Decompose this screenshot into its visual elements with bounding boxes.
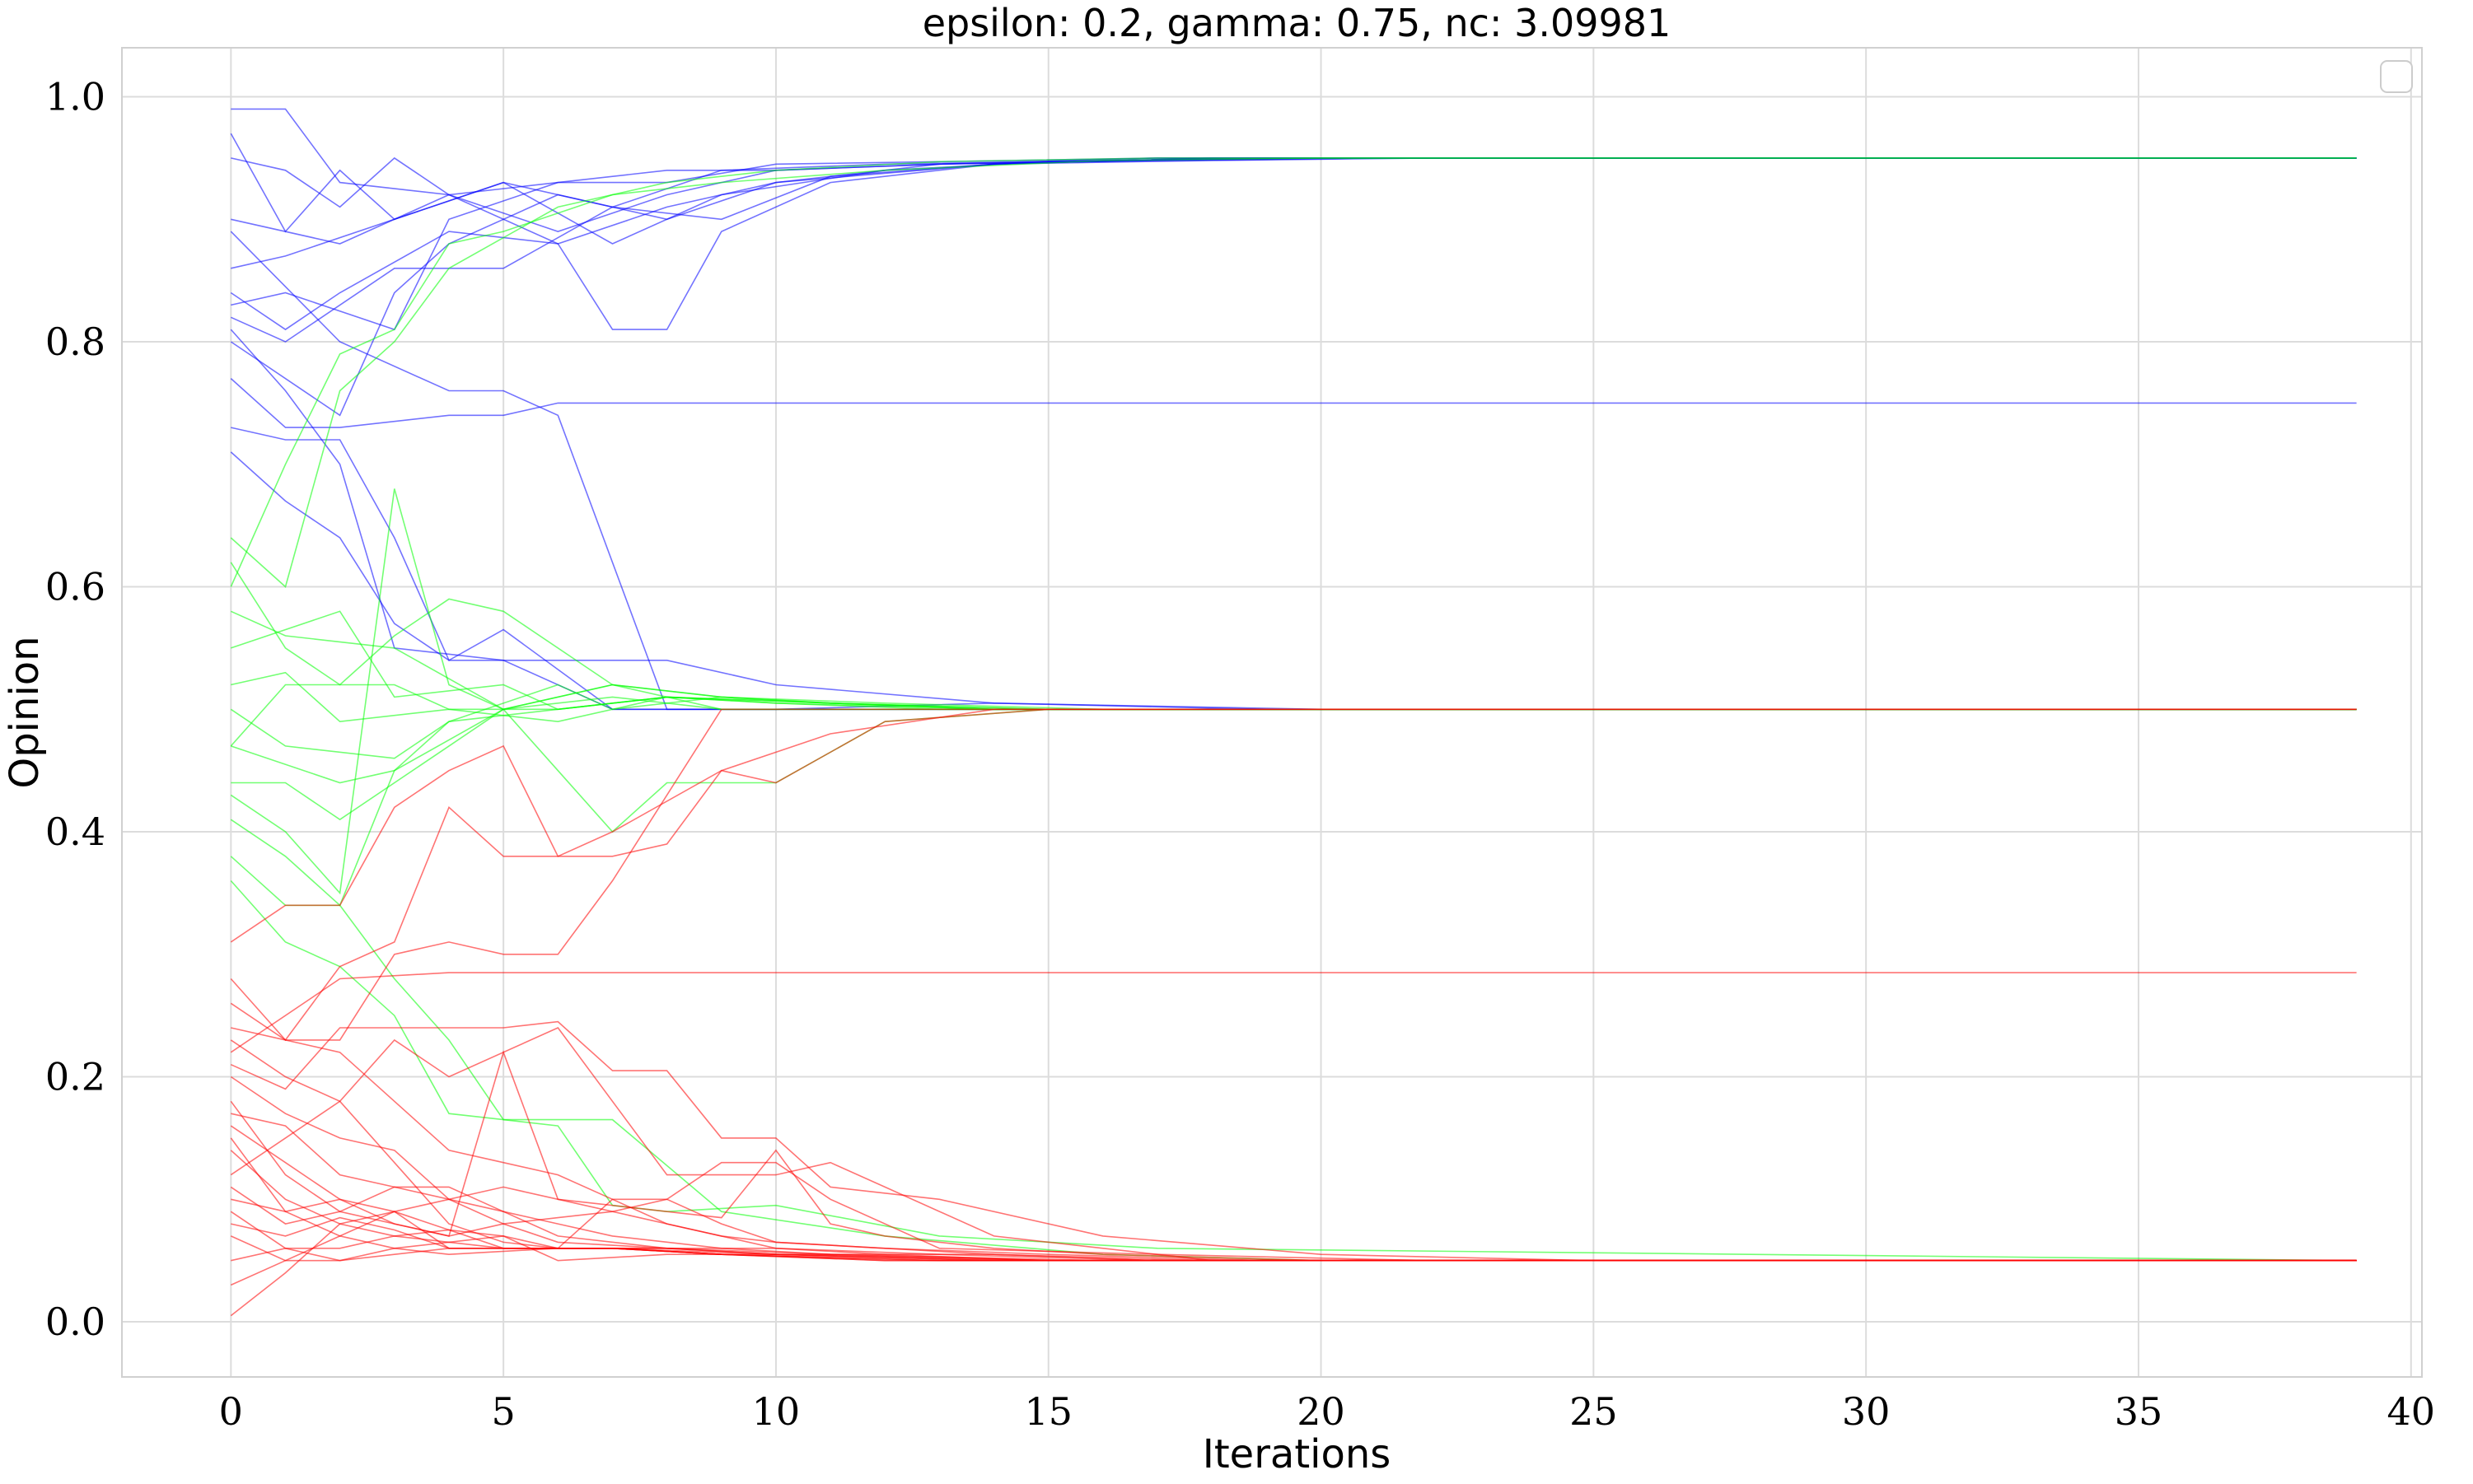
x-tick-label: 10 bbox=[752, 1389, 801, 1434]
series-line-green-15 bbox=[230, 157, 2357, 587]
x-tick-label: 5 bbox=[491, 1389, 515, 1434]
tick-labels: 0 5 10 15 20 25 30 35 40 0.0 0.2 0.4 0.6 0.8 1.0 bbox=[45, 75, 2435, 1434]
x-tick-label: 35 bbox=[2115, 1389, 2163, 1434]
y-tick-label: 0.0 bbox=[45, 1300, 105, 1344]
y-tick-label: 0.4 bbox=[45, 810, 105, 854]
series-line-red-30 bbox=[231, 708, 2357, 1041]
y-tick-label: 0.2 bbox=[45, 1055, 105, 1099]
x-tick-label: 30 bbox=[1842, 1389, 1891, 1434]
x-tick-label: 0 bbox=[219, 1389, 243, 1434]
x-tick-label: 15 bbox=[1024, 1389, 1073, 1434]
y-tick-label: 0.8 bbox=[45, 320, 105, 364]
y-tick-label: 0.6 bbox=[45, 565, 105, 609]
series-line-red-48 bbox=[230, 1039, 2357, 1262]
legend-box bbox=[2380, 60, 2413, 93]
series-line-green-22 bbox=[231, 684, 2357, 821]
series-line-red-47 bbox=[230, 1137, 2357, 1262]
series-line-red-28 bbox=[230, 708, 2357, 943]
y-tick-label: 1.0 bbox=[45, 75, 105, 119]
series-line-red-45 bbox=[230, 1161, 2357, 1262]
x-axis-label: Iterations bbox=[1203, 1431, 1391, 1477]
x-tick-label: 25 bbox=[1569, 1389, 1618, 1434]
y-axis-label: Opinion bbox=[2, 636, 48, 788]
x-tick-label: 20 bbox=[1297, 1389, 1345, 1434]
plot-frame bbox=[121, 47, 2423, 1378]
series-line-red-49 bbox=[231, 1216, 2357, 1262]
series-line-green-23 bbox=[230, 696, 2357, 907]
series-lines bbox=[230, 108, 2357, 1317]
x-tick-label: 40 bbox=[2387, 1389, 2435, 1434]
series-line-red-43 bbox=[230, 1076, 2357, 1262]
series-line-red-32 bbox=[230, 1020, 2357, 1262]
grid bbox=[122, 48, 2422, 1377]
series-line-green-14 bbox=[230, 157, 2357, 588]
chart-title: epsilon: 0.2, gamma: 0.75, nc: 3.09981 bbox=[923, 1, 1671, 45]
series-line-blue-7 bbox=[230, 378, 2357, 428]
series-line-red-31 bbox=[230, 972, 2357, 1053]
